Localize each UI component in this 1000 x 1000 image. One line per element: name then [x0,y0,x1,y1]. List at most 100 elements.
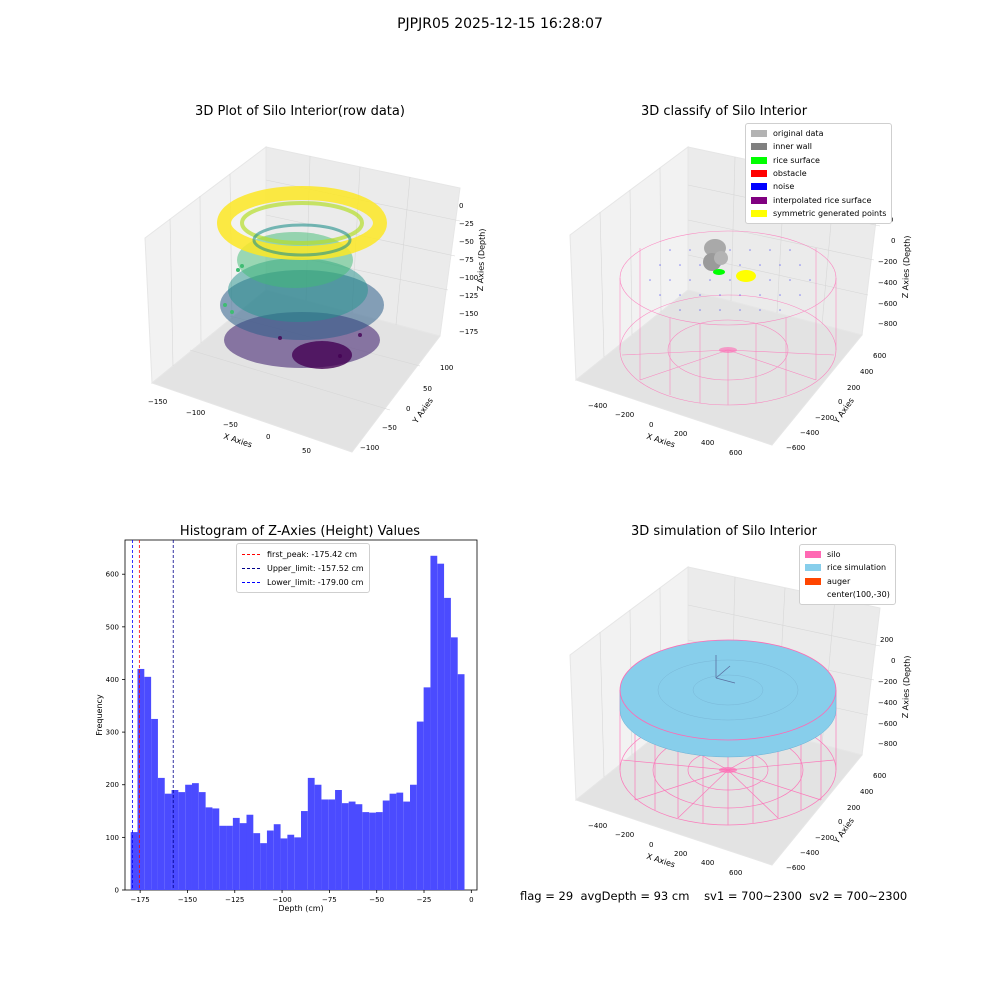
svg-text:0: 0 [649,421,653,429]
svg-text:0: 0 [891,657,895,665]
legend-item: interpolated rice surface [751,193,886,206]
x-ticks: −175 −150 −125 −100 −75 −50 −25 0 [131,890,474,904]
legend-item: Lower_limit: -179.00 cm [242,575,364,589]
histogram-bar [423,687,431,890]
simulation-3d-plot: 200 0 −200 −400 −600 −800 Z Axies (Depth… [569,566,912,877]
svg-text:100: 100 [440,364,453,372]
y-tick-labels: 100 50 0 −50 −100 [360,364,453,452]
y-axis-label: Y Axies [831,396,856,426]
raw-3d-plot: 0 −25 −50 −75 −100 −125 −150 −175 Z Axie… [144,145,487,455]
histogram-bar [266,830,274,890]
histogram-bar [362,812,370,890]
svg-text:−400: −400 [800,429,819,437]
legend-line [242,581,260,583]
y-axis-label: Y Axies [831,816,856,846]
histogram-bar [219,825,227,890]
svg-text:−400: −400 [878,279,897,287]
reference-lines [132,540,174,890]
svg-text:0: 0 [649,841,653,849]
legend-item: center(100,-30) [805,588,890,601]
legend-label: inner wall [773,142,813,152]
histogram-legend: first_peak: -175.42 cm Upper_limit: -157… [236,543,370,593]
simulation-plot-title: 3D simulation of Silo Interior [631,524,817,539]
histogram-bar [198,792,206,890]
svg-text:−200: −200 [615,831,634,839]
rice-surface-points [713,269,725,275]
svg-text:−800: −800 [878,740,897,748]
svg-text:−150: −150 [148,398,167,406]
x-tick-labels: −150 −100 −50 0 50 [148,398,311,455]
legend-swatch [751,170,767,178]
svg-text:−600: −600 [878,720,897,728]
avg-depth-value: avgDepth = 93 cm [580,889,690,903]
legend-item: auger [805,575,890,588]
svg-text:400: 400 [860,788,873,796]
histogram-bar [185,784,192,890]
histogram-bar [382,800,390,890]
x-tick-labels: −400 −200 0 200 400 600 [588,402,742,457]
svg-text:−200: −200 [815,414,834,422]
legend-label: interpolated rice surface [773,195,872,205]
histogram-chart: −175 −150 −125 −100 −75 −50 −25 0 0 100 200 300 400… [95,539,478,913]
histogram-bar [171,790,179,890]
x-tick-label: −100 [272,896,291,904]
histogram-bar [410,784,417,890]
svg-text:200: 200 [880,636,893,644]
legend-item: silo [805,548,890,561]
legend-label: silo [827,550,841,560]
histogram-bar [389,793,397,890]
histogram-bar [341,803,349,890]
histogram-bar [444,597,451,890]
histogram-bar [205,807,213,890]
x-tick-label: −175 [131,896,150,904]
legend-label: auger [827,576,851,586]
svg-text:0: 0 [406,405,410,413]
legend-line [242,567,260,569]
legend-item: obstacle [751,167,886,180]
z-axis-label: Z Axies (Depth) [901,655,912,718]
y-tick-label: 400 [106,676,119,684]
x-tick-label: −75 [322,896,337,904]
svg-text:400: 400 [701,439,714,447]
svg-text:−400: −400 [800,849,819,857]
svg-text:−50: −50 [223,421,238,429]
svg-text:−125: −125 [459,292,478,300]
legend-swatch [751,156,767,164]
histogram-bar [355,804,363,890]
raw-point-cloud [217,186,387,369]
svg-text:−400: −400 [878,699,897,707]
legend-swatch [805,591,821,599]
flag-value: flag = 29 [520,889,574,903]
legend-swatch [751,183,767,191]
svg-text:−175: −175 [459,328,478,336]
y-ticks: 0 100 200 300 400 500 600 [106,571,125,895]
histogram-bar [416,721,424,890]
simulation-legend: silo rice simulation auger center(100,-3… [799,544,896,606]
y-tick-label: 300 [106,729,119,737]
svg-text:−25: −25 [459,220,474,228]
svg-text:400: 400 [701,859,714,867]
status-footer: flag = 29 avgDepth = 93 cm sv1 = 700~230… [520,889,907,903]
legend-label: symmetric generated points [773,208,887,218]
x-axis-label: X Axies [222,432,253,450]
histogram-bar [253,833,261,890]
histogram-bar [273,824,281,890]
y-tick-label: 100 [106,834,119,842]
svg-text:600: 600 [729,869,742,877]
histogram-bar [430,555,438,890]
histogram-bar [246,814,254,890]
svg-text:200: 200 [847,804,860,812]
legend-swatch [751,196,767,204]
svg-text:0: 0 [459,202,463,210]
legend-item: original data [751,127,886,140]
svg-text:0: 0 [838,818,842,826]
svg-text:50: 50 [423,385,432,393]
legend-label: first_peak: -175.42 cm [267,549,358,559]
svg-text:−200: −200 [878,258,897,266]
legend-swatch [751,130,767,138]
y-tick-labels: 600 400 200 0 −200 −400 −600 [786,352,886,452]
svg-text:−50: −50 [459,238,474,246]
svg-text:−100: −100 [459,274,478,282]
histogram-bar [321,799,329,890]
page-title: PJPJR05 2025-12-15 16:28:07 [397,16,603,32]
